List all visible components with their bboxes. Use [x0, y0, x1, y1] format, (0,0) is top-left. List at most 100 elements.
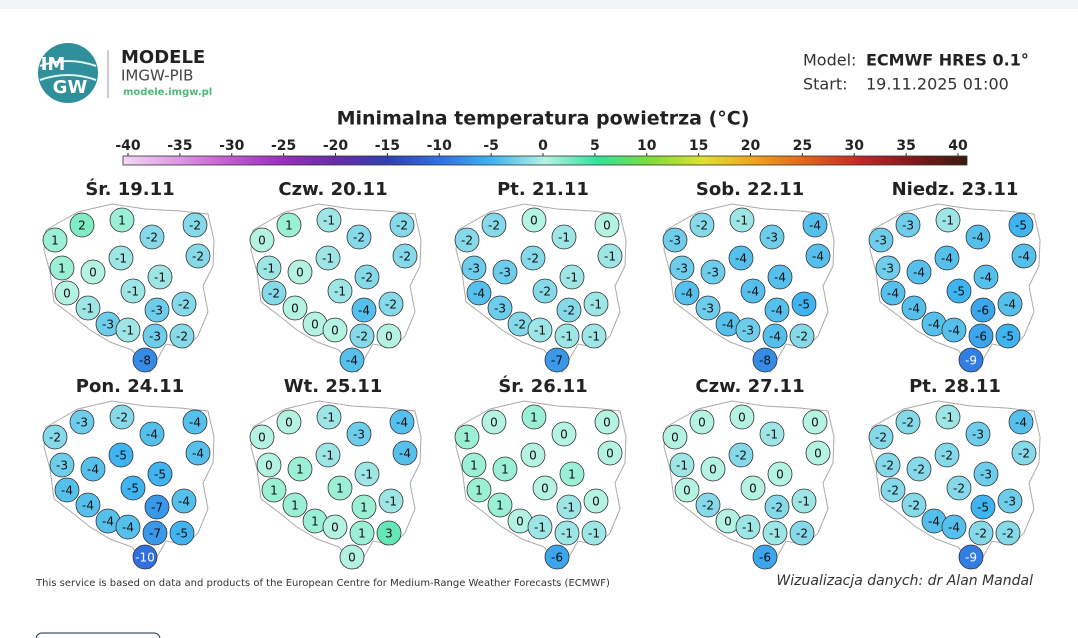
station-marker	[376, 520, 402, 546]
station-marker	[968, 520, 994, 546]
station-marker	[752, 347, 778, 373]
station-marker	[759, 224, 785, 250]
station-marker	[965, 224, 991, 250]
colorbar-tick-label: -25	[271, 138, 296, 154]
station-marker	[69, 409, 95, 435]
station-value: -2	[771, 501, 783, 515]
station-marker	[54, 280, 80, 306]
station-marker	[594, 212, 620, 238]
station-value: -3	[766, 231, 778, 245]
station-marker	[392, 440, 418, 466]
station-value: -7	[149, 527, 161, 541]
station-value: -4	[87, 463, 99, 477]
station-marker	[339, 347, 365, 373]
station-value: -2	[908, 499, 920, 513]
station-value: -2	[1018, 447, 1030, 461]
station-marker	[461, 255, 487, 281]
station-marker	[728, 245, 754, 271]
station-value: -2	[796, 527, 808, 541]
station-marker	[487, 295, 513, 321]
station-marker	[182, 212, 208, 238]
station-marker	[42, 424, 68, 450]
station-value: 0	[560, 428, 568, 442]
station-marker	[935, 207, 961, 233]
station-marker	[669, 452, 695, 478]
station-value: -3	[676, 262, 688, 276]
station-value: -1	[942, 214, 954, 228]
map-title: Pt. 28.11	[909, 376, 1001, 397]
station-value: 0	[592, 495, 600, 509]
station-value: -4	[771, 304, 783, 318]
station-value: -3	[972, 428, 984, 442]
station-value: -5	[154, 468, 166, 482]
station-marker	[740, 475, 766, 501]
station-value: 1	[530, 411, 538, 425]
station-marker	[700, 456, 726, 482]
station-marker	[327, 278, 353, 304]
logo-wave	[39, 60, 97, 67]
station-marker	[934, 245, 960, 271]
station-marker	[997, 291, 1023, 317]
logo-circle	[38, 43, 98, 103]
station-value: -3	[669, 234, 681, 248]
station-marker	[108, 245, 134, 271]
station-value: 0	[811, 416, 819, 430]
station-marker	[132, 544, 158, 570]
station-value: -2	[178, 298, 190, 312]
map-title: Śr. 26.11	[498, 375, 587, 397]
station-value: -4	[399, 447, 411, 461]
station-marker	[322, 514, 348, 540]
station-marker	[185, 243, 211, 269]
station-value: -1	[563, 501, 575, 515]
station-value: -4	[681, 287, 693, 301]
colorbar-tick-label: 20	[741, 138, 761, 154]
station-value: 1	[360, 501, 368, 515]
station-marker	[80, 456, 106, 482]
station-value: 1	[311, 515, 319, 529]
station-marker	[532, 475, 558, 501]
station-value: -4	[396, 416, 408, 430]
station-marker	[995, 520, 1021, 546]
station-value: 1	[501, 463, 509, 477]
station-marker	[182, 409, 208, 435]
station-value: -3	[151, 304, 163, 318]
station-marker	[789, 520, 815, 546]
station-marker	[316, 404, 342, 430]
button-outline[interactable]	[35, 632, 161, 638]
station-value: -1	[115, 252, 127, 266]
station-value: -1	[558, 231, 570, 245]
station-value: -4	[1015, 416, 1027, 430]
station-marker	[740, 278, 766, 304]
station-value: 0	[671, 431, 679, 445]
station-marker	[559, 461, 585, 487]
station-value: 1	[336, 482, 344, 496]
station-marker	[752, 544, 778, 570]
station-value: -4	[747, 285, 759, 299]
station-value: -4	[774, 271, 786, 285]
station-marker	[69, 212, 95, 238]
station-value: -1	[323, 214, 335, 228]
station-marker	[941, 514, 967, 540]
colorbar-tick-label: 40	[948, 138, 968, 154]
station-value: -4	[735, 252, 747, 266]
station-marker	[389, 212, 415, 238]
station-marker	[556, 297, 582, 323]
station-marker	[351, 494, 377, 520]
station-value: -4	[473, 287, 485, 301]
station-value: 0	[63, 287, 71, 301]
station-value: -1	[385, 495, 397, 509]
org: IMGW-PIB	[121, 67, 193, 85]
station-value: -2	[563, 304, 575, 318]
station-value: 0	[490, 416, 498, 430]
station-marker	[946, 475, 972, 501]
colorbar-tick-label: -10	[427, 138, 453, 154]
station-value: -4	[913, 266, 925, 280]
station-value: -4	[1004, 298, 1016, 312]
station-value: 1	[58, 262, 66, 276]
station-marker	[805, 440, 831, 466]
station-value: -1	[127, 285, 139, 299]
station-marker	[581, 520, 607, 546]
station-marker	[171, 291, 197, 317]
